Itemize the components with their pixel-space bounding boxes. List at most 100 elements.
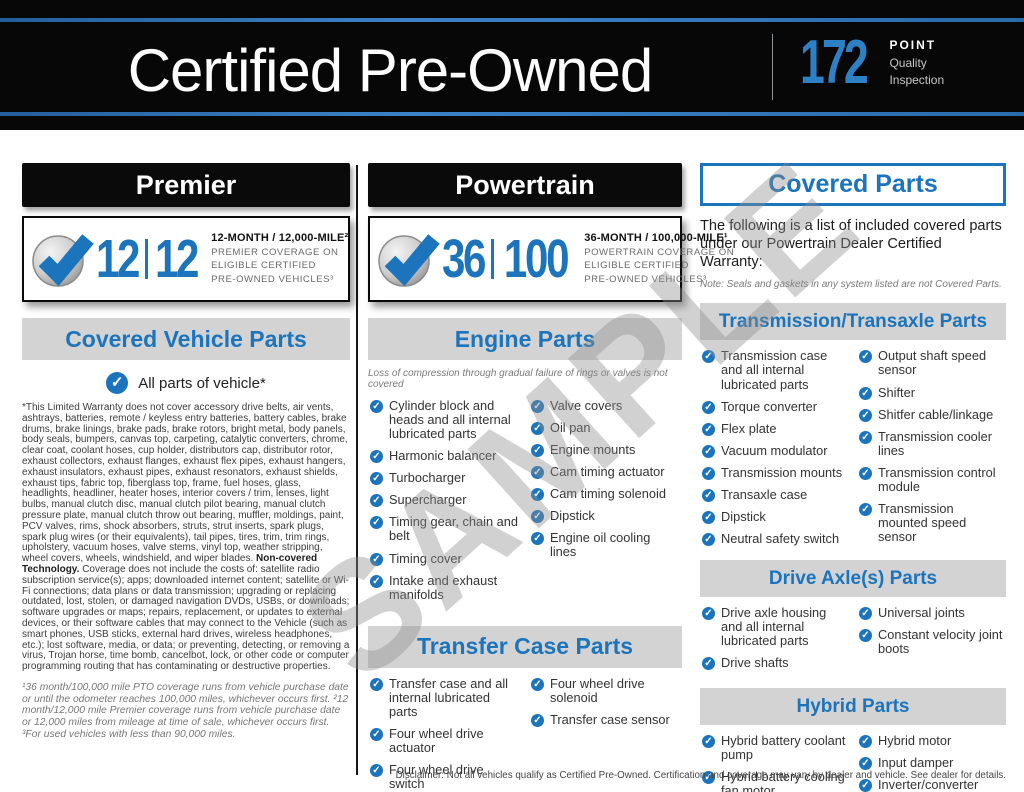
check-bullet-icon: ✓ <box>531 677 544 691</box>
number-separator <box>491 239 495 279</box>
list-item: ✓ Output shaft speed sensor <box>859 349 1004 377</box>
list-item-label: Engine oil cooling lines <box>550 530 651 560</box>
hybrid-list-left: ✓ Hybrid battery coolant pump ✓ Hybrid batt… <box>702 734 847 792</box>
list-item-label: Supercharger <box>389 492 467 508</box>
list-item: ✓ Engine mounts <box>531 442 680 458</box>
list-item-label: Transfer case and all internal lubricate… <box>389 675 509 719</box>
list-item-label: Transmission case and all internal lubri… <box>721 348 828 392</box>
noncovered-technology-lead: Non-covered Technology. <box>22 553 318 575</box>
list-item-label: Input damper <box>878 755 954 771</box>
coverage-months: 36 <box>441 229 487 289</box>
list-item: ✓ Dipstick <box>702 509 847 524</box>
transfer-case-parts-list: ✓ Transfer case and all internal lubricat… <box>368 675 682 792</box>
covered-vehicle-parts-bar: Covered Vehicle Parts <box>22 318 350 360</box>
coverage-subline: PRE-OWNED VEHICLES³ <box>211 273 334 285</box>
points-label-quality: Quality <box>889 56 927 71</box>
list-item-label: Transmission mounts <box>721 464 843 480</box>
list-item: ✓ Transaxle case <box>702 486 847 502</box>
drive-axle-parts-list: ✓ Drive axle housing and all internal lub… <box>700 605 1006 678</box>
header-stripe-bottom <box>0 112 1024 116</box>
powertrain-header-bar: Powertrain <box>368 163 682 207</box>
covered-parts-intro: The following is a list of included cove… <box>700 218 1002 270</box>
points-number: 172 <box>800 28 869 97</box>
list-item: ✓ Shifter <box>859 385 1004 400</box>
check-bullet-icon: ✓ <box>370 764 383 777</box>
coverage-numbers: 12 12 <box>90 232 203 286</box>
list-item-label: Transmission control module <box>878 464 996 494</box>
coverage-subline: PREMIER COVERAGE ON <box>211 246 339 258</box>
list-item-label: Timing gear, chain and belt <box>389 514 518 544</box>
seals-gaskets-note: Note: Seals and gaskets in any system li… <box>700 279 1002 291</box>
list-item: ✓ Supercharger <box>370 492 519 508</box>
check-bullet-icon: ✓ <box>106 372 129 394</box>
list-item-label: Drive axle housing and all internal lubr… <box>721 605 827 649</box>
coverage-subline: PRE-OWNED VEHICLES³ <box>584 273 707 285</box>
check-bullet-icon: ✓ <box>859 607 872 621</box>
hybrid-parts-bar: Hybrid Parts <box>700 688 1006 726</box>
check-bullet-icon: ✓ <box>531 422 544 436</box>
warranty-exclusions-text: *This Limited Warranty does not cover ac… <box>22 402 348 565</box>
list-item-label: Drive shafts <box>721 655 789 671</box>
check-bullet-icon: ✓ <box>702 735 715 749</box>
list-item: ✓ Transmission cooler lines <box>859 429 1004 458</box>
header-banner: Certified Pre-Owned 172 POINT Quality In… <box>0 0 1024 130</box>
list-item: ✓ Dipstick <box>531 509 680 524</box>
list-item: ✓ Transfer case and all internal lubricat… <box>370 675 519 719</box>
transfer-case-list-right: ✓ Four wheel drive solenoid ✓ Transfer case… <box>531 675 680 792</box>
list-item: ✓ Cam timing solenoid <box>531 487 680 502</box>
engine-parts-list-left: ✓ Cylinder block and heads and all intern… <box>370 398 519 610</box>
list-item: ✓ Four wheel drive actuator <box>370 725 519 755</box>
check-bullet-icon: ✓ <box>859 629 872 643</box>
column-divider <box>356 165 358 775</box>
list-item: ✓ Valve covers <box>531 398 680 413</box>
powertrain-coverage-badge: 36 100 36-MONTH / 100,000-MILE¹ POWERTRA… <box>368 216 734 302</box>
transmission-parts-list: ✓ Transmission case and all internal lubr… <box>700 349 1006 554</box>
list-item: ✓ Constant velocity joint boots <box>859 628 1004 656</box>
check-bullet-icon: ✓ <box>702 510 715 524</box>
list-item-label: Four wheel drive solenoid <box>550 675 645 705</box>
drive-axle-parts-bar: Drive Axle(s) Parts <box>700 560 1006 598</box>
coverage-subline: ELIGIBLE CERTIFIED <box>211 260 316 272</box>
premier-header-bar: Premier <box>22 163 350 207</box>
coverage-footnote: ¹36 month/100,000 mile PTO coverage runs… <box>22 681 349 740</box>
check-bullet-icon: ✓ <box>531 444 544 458</box>
check-bullet-icon: ✓ <box>370 400 383 413</box>
list-item: ✓ Timing gear, chain and belt <box>370 515 519 543</box>
check-bullet-icon: ✓ <box>370 727 383 741</box>
coverage-headline: 12-MONTH / 12,000-MILE² <box>211 231 349 244</box>
list-item-label: Transaxle case <box>721 486 808 502</box>
transmission-list-left: ✓ Transmission case and all internal lubr… <box>702 349 847 554</box>
check-bullet-icon: ✓ <box>531 466 544 480</box>
engine-parts-note: Loss of compression through gradual fail… <box>368 368 668 390</box>
list-item-label: Four wheel drive actuator <box>389 725 484 755</box>
points-label-inspection: Inspection <box>889 72 945 87</box>
list-item: ✓ Flex plate <box>702 421 847 436</box>
check-circle-icon <box>32 229 94 289</box>
list-item: ✓ Cylinder block and heads and all intern… <box>370 398 519 441</box>
points-label-point: POINT <box>889 38 937 53</box>
list-item-label: Oil pan <box>550 420 591 436</box>
list-item-label: Hybrid battery cooling fan motor <box>721 769 845 792</box>
header-divider <box>772 34 773 100</box>
list-item: ✓ Turbocharger <box>370 471 519 486</box>
warranty-fine-print: *This Limited Warranty does not cover ac… <box>22 402 350 673</box>
list-item: ✓ Neutral safety switch <box>702 531 847 546</box>
check-bullet-icon: ✓ <box>859 502 872 516</box>
list-item-label: Universal joints <box>878 605 965 621</box>
transfer-case-list-left: ✓ Transfer case and all internal lubricat… <box>370 675 519 792</box>
transfer-case-parts-bar: Transfer Case Parts <box>368 625 682 668</box>
page-title: Certified Pre-Owned <box>127 37 654 104</box>
check-bullet-icon: ✓ <box>531 510 544 524</box>
coverage-months: 12 <box>95 229 141 289</box>
check-bullet-icon: ✓ <box>370 552 383 566</box>
premier-column: Premier 12 12 12-MONTH <box>22 163 350 741</box>
list-item-label: Transfer case sensor <box>550 711 670 727</box>
coverage-description: 12-MONTH / 12,000-MILE² PREMIER COVERAGE… <box>211 232 348 286</box>
number-separator <box>145 239 149 279</box>
noncovered-technology-text: Coverage does not include the costs of: … <box>22 563 350 673</box>
engine-parts-bar: Engine Parts <box>368 318 682 360</box>
list-item: ✓ Shitfer cable/linkage <box>859 407 1004 422</box>
list-item-label: Vacuum modulator <box>721 442 828 458</box>
list-item-label: Engine mounts <box>550 442 636 458</box>
check-bullet-icon: ✓ <box>702 488 715 502</box>
